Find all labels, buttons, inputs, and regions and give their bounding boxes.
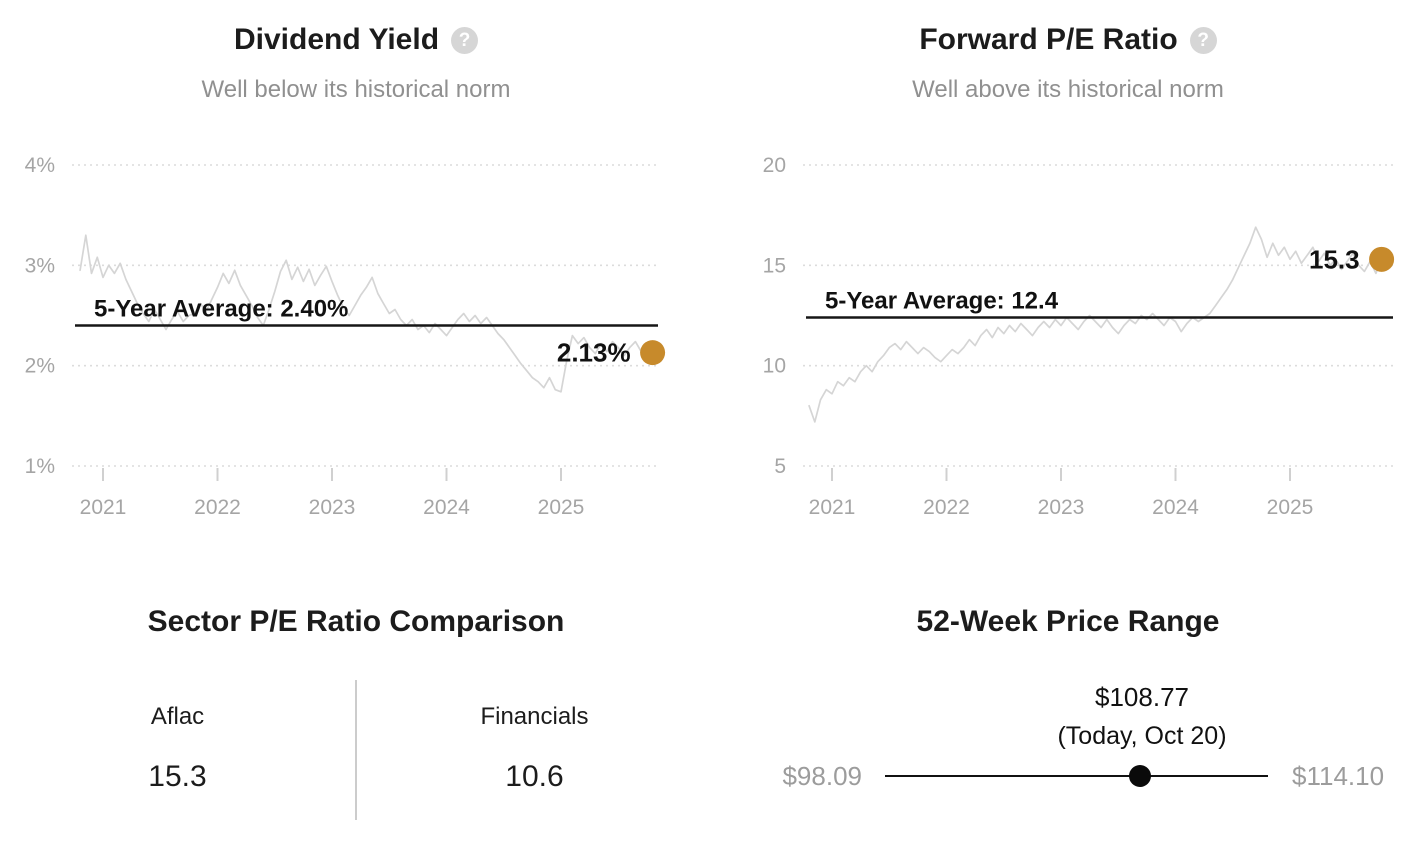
current-value-dot	[1369, 246, 1395, 272]
y-axis-label: 1%	[25, 455, 55, 478]
x-axis-label: 2024	[423, 496, 470, 519]
y-axis-label: 5	[774, 455, 786, 478]
company-name: Aflac	[150, 703, 205, 730]
forward-pe-subtitle: Well above its historical norm	[912, 76, 1224, 103]
y-axis-label: 3%	[25, 254, 55, 277]
average-label: 5-Year Average: 12.4	[825, 288, 1059, 315]
x-axis-label: 2023	[1038, 496, 1085, 519]
x-axis-label: 2022	[194, 496, 241, 519]
forward-pe-title: Forward P/E Ratio	[919, 23, 1178, 56]
current-value-dot	[640, 340, 666, 366]
y-axis-label: 4%	[25, 154, 55, 177]
sector-name: Financials	[480, 703, 589, 730]
sector-pe-value: 10.6	[505, 760, 564, 793]
x-axis-label: 2024	[1152, 496, 1199, 519]
series-line	[808, 226, 1383, 423]
help-icon[interactable]: ?	[451, 26, 479, 54]
current-value-label: 2.13%	[557, 338, 631, 368]
current-price: $108.77	[1095, 682, 1189, 712]
vertical-divider	[355, 680, 357, 820]
help-icon[interactable]: ?	[1189, 26, 1217, 54]
range-current-dot	[1129, 765, 1152, 787]
current-price-date: (Today, Oct 20)	[1057, 722, 1227, 750]
forward-pe-chart: 5 10 15 20 2021 2022 2023 2024 2025 5-Year Averag…	[763, 154, 1395, 519]
x-axis-label: 2021	[80, 496, 127, 519]
price-range-panel: 52-Week Price Range $108.77 (Today, Oct …	[712, 580, 1424, 846]
sector-comparison-title: Sector P/E Ratio Comparison	[147, 605, 565, 638]
dividend-yield-chart: 1% 2% 3% 4% 2021 2022 2023 2024 2025 5-Year Avera…	[25, 154, 666, 519]
x-axis-label: 2022	[923, 496, 970, 519]
range-high-label: $114.10	[1292, 761, 1385, 791]
y-axis-label: 2%	[25, 355, 55, 378]
series-line	[79, 234, 654, 393]
x-axis-label: 2021	[809, 496, 856, 519]
forward-pe-panel: Forward P/E Ratio ? Well above its histo…	[712, 0, 1424, 560]
y-axis-label: 15	[763, 254, 786, 277]
y-axis-label: 10	[763, 355, 786, 378]
range-low-label: $98.09	[782, 761, 862, 791]
y-axis-label: 20	[763, 154, 786, 177]
sector-comparison-row: Aflac 15.3 Financials 10.6	[0, 680, 712, 820]
dividend-yield-panel: Dividend Yield ? Well below its historic…	[0, 0, 712, 560]
current-value-label: 15.3	[1309, 244, 1360, 274]
x-axis-label: 2025	[1267, 496, 1314, 519]
sector-comparison-company-cell: Aflac 15.3	[0, 680, 355, 820]
x-axis-label: 2025	[538, 496, 585, 519]
current-price-block: $108.77 (Today, Oct 20)	[1057, 680, 1226, 756]
sector-comparison-panel: Sector P/E Ratio Comparison Aflac 15.3 F…	[0, 580, 712, 846]
dividend-yield-title: Dividend Yield	[233, 23, 440, 56]
dividend-yield-subtitle: Well below its historical norm	[201, 76, 511, 103]
dividend-yield-header: Dividend Yield ? Well below its historic…	[0, 22, 712, 104]
forward-pe-header: Forward P/E Ratio ? Well above its histo…	[712, 22, 1424, 104]
average-label: 5-Year Average: 2.40%	[94, 296, 348, 323]
x-axis-label: 2023	[309, 496, 356, 519]
company-pe-value: 15.3	[148, 760, 207, 793]
price-range-title: 52-Week Price Range	[916, 605, 1220, 638]
range-track	[885, 775, 1268, 777]
sector-comparison-sector-cell: Financials 10.6	[357, 680, 712, 820]
